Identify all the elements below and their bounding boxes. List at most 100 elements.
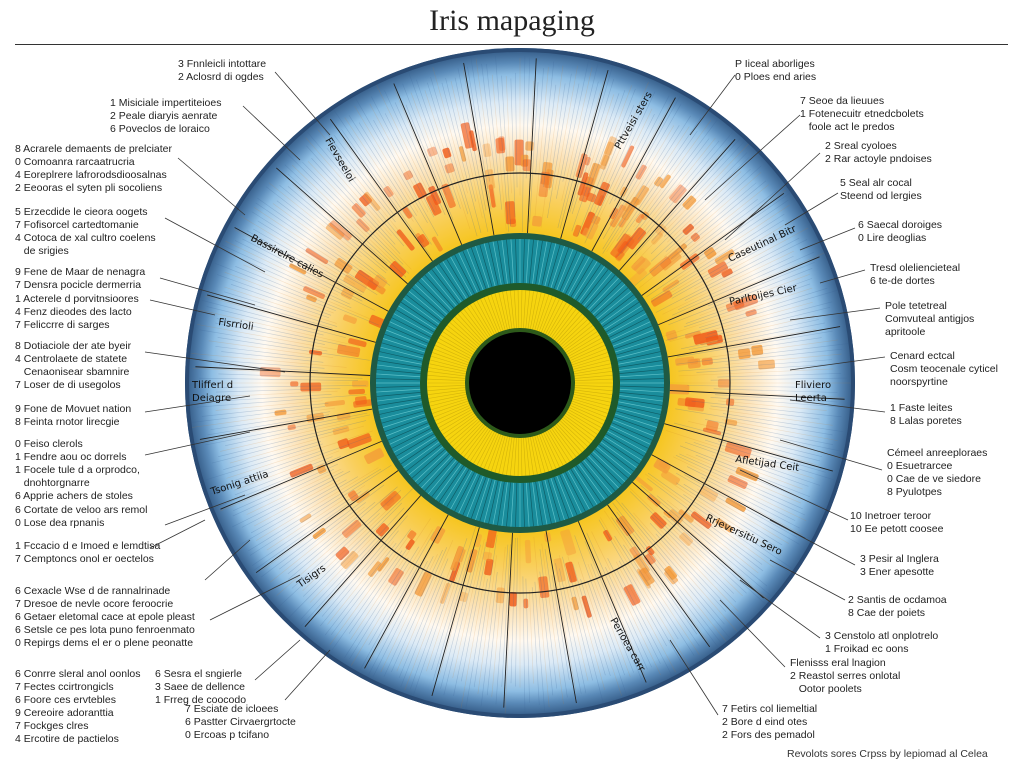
pigment-blotch — [693, 330, 719, 345]
pigment-blotch — [332, 425, 350, 435]
left-label-block: 3 Fnnleicli intottare 2 Aclosrd di ogdes — [178, 58, 266, 84]
inner-fiber — [543, 432, 560, 468]
label-line: 6 te-de dortes — [870, 275, 935, 287]
zone-divider — [591, 97, 676, 252]
inner-fiber — [573, 394, 612, 403]
fiber-line — [445, 77, 476, 202]
fiber-line — [391, 547, 448, 673]
fiber-line — [354, 105, 419, 213]
fiber-line — [634, 182, 757, 287]
fiber-line — [348, 115, 432, 245]
inner-fiber — [446, 416, 478, 442]
leader-line — [739, 579, 821, 639]
fiber-line — [618, 138, 710, 256]
fiber-line — [684, 283, 811, 328]
fiber-line — [342, 139, 397, 214]
collarette-fiber — [424, 274, 455, 309]
inner-fiber — [574, 367, 612, 375]
fiber-line — [251, 211, 363, 283]
collarette-fiber — [398, 305, 436, 330]
pigment-blotch — [646, 546, 655, 556]
fiber-line — [697, 488, 789, 544]
collarette-fiber — [538, 241, 548, 285]
fiber-line — [670, 180, 767, 260]
inner-fiber — [432, 400, 469, 414]
fiber-line — [529, 82, 539, 223]
collarette-fiber — [378, 401, 422, 411]
collarette-fiber — [376, 369, 421, 374]
pigment-blotch — [751, 344, 764, 356]
fiber-line — [675, 408, 833, 436]
fiber-line — [220, 462, 335, 512]
collarette-fiber — [602, 438, 640, 465]
label-line: 6 Pastter Cirvaergrtocte — [185, 716, 296, 728]
zone-divider — [364, 514, 449, 669]
collarette-fiber — [421, 277, 452, 311]
inner-fiber — [432, 352, 469, 366]
collarette-fiber — [567, 256, 590, 296]
inner-fiber — [444, 415, 476, 438]
fiber-line — [668, 268, 813, 326]
zone-divider — [669, 390, 845, 400]
collarette-fiber — [427, 271, 457, 307]
leader-line — [164, 494, 246, 526]
collarette-fiber — [612, 419, 655, 437]
pigment-blotch — [702, 427, 722, 436]
label-line: 7 Dresoe de nevle ocore feroocrie — [15, 598, 174, 610]
pigment-blotch — [316, 464, 327, 474]
inner-fiber — [562, 416, 594, 442]
label-line: 7 Fockges clres — [15, 720, 89, 732]
pigment-blotch — [532, 215, 542, 227]
pigment-blotch — [737, 348, 751, 360]
label-line: Cosm teocenale cyticel — [890, 363, 998, 375]
label-line: Flenisss eral lnagion — [790, 657, 886, 669]
fiber-line — [633, 143, 750, 265]
collarette-fiber — [538, 481, 548, 525]
pigment-blotch — [444, 163, 455, 174]
inner-fiber — [554, 311, 580, 341]
collarette-fiber — [400, 438, 438, 465]
pigment-blotch — [337, 344, 361, 358]
fiber-line — [431, 526, 476, 670]
fiber-line — [663, 152, 748, 237]
inner-fiber — [534, 293, 546, 331]
pigment-blotch — [367, 279, 386, 295]
collarette-fiber — [541, 480, 552, 524]
fiber-line — [679, 453, 803, 510]
collarette-fiber — [581, 461, 609, 497]
pigment-blotch — [582, 186, 592, 197]
pigment-blotch — [324, 400, 346, 407]
pigment-blotch — [724, 442, 752, 459]
fiber-line — [350, 529, 433, 666]
fiber-line — [291, 490, 402, 589]
fiber-line — [408, 71, 455, 200]
fiber-line — [307, 132, 405, 247]
fiber-line — [655, 533, 727, 612]
fiber-line — [672, 456, 807, 522]
label-line: 7 Feliccrre di sarges — [15, 319, 110, 331]
fiber-line — [287, 186, 388, 271]
fiber-line — [541, 543, 564, 704]
fiber-line — [233, 228, 360, 297]
inner-fiber — [476, 431, 495, 466]
fiber-line — [292, 184, 401, 279]
fiber-line — [686, 453, 801, 504]
fiber-line — [649, 522, 730, 609]
inner-fiber — [454, 422, 482, 450]
fiber-line — [580, 578, 611, 677]
pigment-blotch — [348, 388, 366, 395]
leader-line — [144, 431, 251, 456]
fiber-line — [647, 472, 788, 572]
pigment-blotch — [600, 141, 615, 167]
fiber-line — [638, 131, 733, 244]
fiber-line — [210, 359, 325, 369]
fiber-line — [453, 541, 487, 696]
fiber-line — [460, 560, 486, 682]
inner-fiber — [428, 367, 466, 375]
fiber-line — [555, 563, 582, 694]
fiber-line — [578, 94, 615, 203]
pigment-blotch — [417, 234, 430, 248]
collarette-fiber — [612, 329, 655, 347]
label-line: 2 Eeooras el syten pli socoliens — [15, 182, 163, 194]
fiber-line — [450, 81, 483, 219]
